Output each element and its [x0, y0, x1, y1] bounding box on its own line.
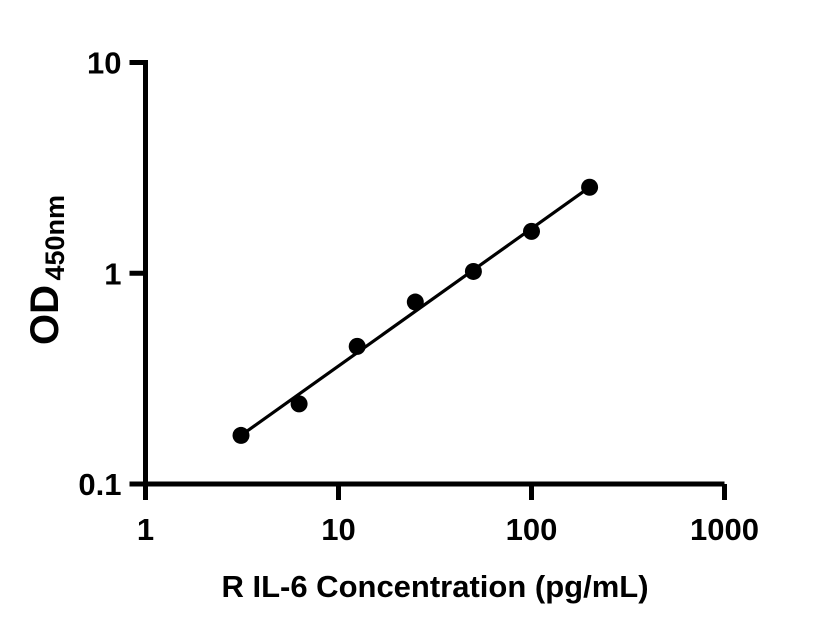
tick-marks: [129, 60, 727, 500]
y-axis-title: OD 450nm: [23, 195, 70, 345]
data-point: [523, 222, 540, 240]
data-point: [581, 178, 599, 196]
data-point: [348, 337, 366, 355]
x-axis-title: R IL-6 Concentration (pg/mL): [221, 569, 648, 604]
x-tick-label: 1: [137, 512, 154, 547]
y-tick-label: 1: [104, 256, 121, 291]
y-tick-label: 0.1: [78, 467, 121, 502]
x-tick-label: 1000: [690, 512, 759, 547]
axes: [143, 60, 725, 500]
data-point: [406, 293, 424, 311]
x-tick-label: 10: [321, 512, 355, 547]
data-point: [464, 262, 482, 280]
tick-labels: 0.1 1 10 1 10 100 1000: [78, 46, 759, 548]
y-axis-title-main: OD: [23, 285, 67, 345]
data-series: [232, 178, 599, 444]
data-point: [232, 426, 250, 444]
y-axis-title-subscript: 450nm: [40, 195, 70, 281]
x-tick-label: 100: [506, 512, 558, 547]
data-point: [290, 395, 308, 413]
y-tick-label: 10: [87, 46, 121, 81]
